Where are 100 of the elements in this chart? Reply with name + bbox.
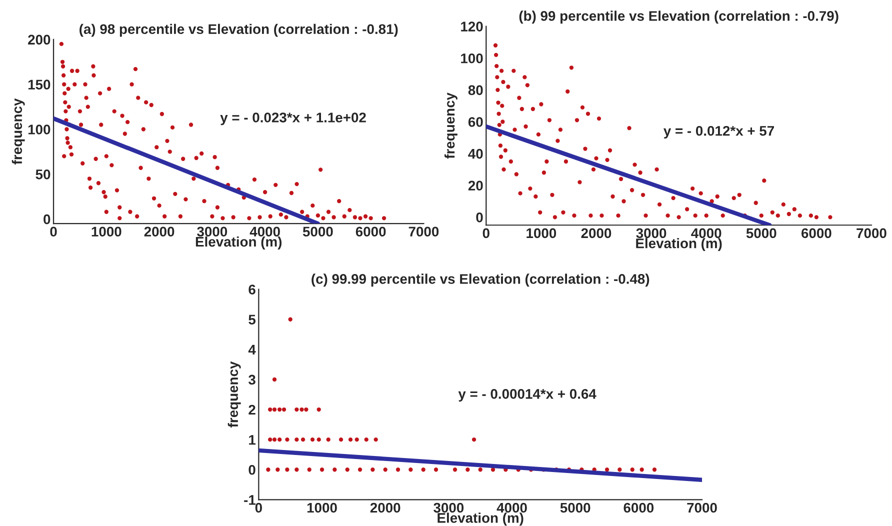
point: [304, 407, 308, 412]
chart-title: (c) 99.99 percentile vs Elevation (correlation : -0.48): [312, 274, 650, 287]
chart-title: (b) 99 percentile vs Elevation (correlation : -0.79): [519, 10, 838, 24]
annotation: y = - 0.012*x + 57: [664, 126, 774, 139]
x-tick-label: 0: [482, 228, 490, 238]
x-tick-label: 3000: [434, 502, 464, 513]
point: [320, 468, 324, 472]
x-tick-label: 2000: [581, 228, 612, 238]
x-tick-label: 0: [50, 226, 57, 237]
y-tick-label: 20: [468, 180, 483, 191]
x-tick-label: 2000: [144, 226, 174, 237]
y-axis-title: frequency: [228, 361, 241, 428]
point: [421, 468, 426, 472]
point: [434, 468, 438, 472]
point: [272, 438, 277, 442]
point: [266, 468, 270, 472]
point: [307, 468, 312, 472]
y-tick-label: 0: [476, 212, 483, 222]
point: [478, 468, 482, 472]
y-tick-label: 50: [36, 169, 50, 180]
y-tick-label: 3: [248, 374, 256, 385]
x-tick-label: 5000: [746, 228, 776, 238]
point: [268, 438, 272, 442]
point: [272, 407, 277, 412]
y-tick-label: 4: [248, 344, 256, 354]
y-tick-label: 120: [461, 22, 483, 32]
point: [358, 468, 362, 472]
x-tick-label: 4000: [496, 502, 527, 513]
x-tick-label: 6000: [624, 502, 654, 513]
y-axis-title: frequency: [12, 98, 25, 164]
point: [288, 317, 292, 322]
point: [332, 468, 337, 472]
y-tick-label: 100: [461, 53, 483, 64]
point: [300, 438, 306, 442]
y-tick-label: 0: [44, 214, 50, 224]
y-tick-label: 100: [28, 124, 50, 134]
point: [472, 438, 476, 442]
y-tick-label: 60: [468, 117, 483, 127]
point: [268, 407, 272, 412]
x-tick-label: 4000: [691, 228, 722, 238]
point: [490, 468, 496, 472]
x-tick-label: 2000: [370, 502, 400, 513]
x-tick-label: 7000: [687, 502, 717, 513]
point: [345, 468, 350, 472]
point: [396, 468, 400, 472]
point: [364, 438, 368, 442]
point: [374, 438, 378, 442]
point: [652, 468, 657, 472]
x-tick-label: 1000: [307, 502, 337, 513]
x-tick-label: 1000: [92, 226, 122, 237]
x-axis-title: Elevation (m): [438, 512, 524, 526]
y-tick-label: 0: [248, 464, 256, 475]
x-tick-label: 3000: [636, 228, 666, 238]
x-tick-label: 5000: [560, 502, 590, 513]
y-tick-label: 6: [248, 284, 256, 294]
point: [277, 438, 282, 442]
point: [618, 468, 622, 472]
point: [338, 438, 344, 442]
annotation: y = - 0.00014*x + 0.64: [458, 389, 596, 402]
y-tick-label: 5: [248, 314, 256, 325]
point: [630, 468, 634, 472]
x-tick-label: 1000: [526, 228, 556, 238]
point: [466, 468, 470, 472]
point: [354, 438, 359, 442]
point: [640, 468, 644, 472]
x-tick-label: 6000: [356, 226, 386, 237]
point: [294, 438, 299, 442]
y-tick-label: 1: [249, 435, 256, 445]
point: [452, 468, 458, 472]
x-tick-label: 7000: [408, 226, 439, 237]
point: [277, 407, 282, 412]
point: [370, 468, 375, 472]
point: [282, 407, 286, 412]
y-tick-label: 150: [28, 80, 50, 90]
point: [276, 468, 280, 472]
point: [294, 407, 299, 412]
point: [310, 438, 315, 442]
point: [383, 468, 388, 472]
point: [326, 438, 330, 442]
y-tick-label: 200: [28, 34, 50, 45]
y-tick-label: 2: [248, 404, 256, 415]
x-tick-label: 6000: [801, 228, 832, 238]
y-axis-title: frequency: [444, 92, 458, 159]
x-tick-label: 7000: [856, 228, 886, 238]
point: [272, 377, 277, 382]
annotation: y = - 0.023*x + 1.1e+02: [220, 112, 366, 126]
point: [300, 407, 304, 412]
x-axis-title: Elevation (m): [196, 236, 282, 250]
point: [316, 407, 321, 412]
point: [408, 468, 413, 472]
point: [285, 468, 290, 472]
point: [316, 438, 321, 442]
y-tick-label: -1: [244, 495, 256, 505]
x-tick-label: 4000: [250, 226, 280, 237]
point: [604, 468, 610, 472]
point: [348, 438, 353, 442]
point: [285, 438, 290, 442]
x-tick-label: 3000: [197, 226, 228, 237]
y-tick-label: 80: [468, 85, 483, 96]
x-tick-label: 5000: [302, 226, 333, 237]
